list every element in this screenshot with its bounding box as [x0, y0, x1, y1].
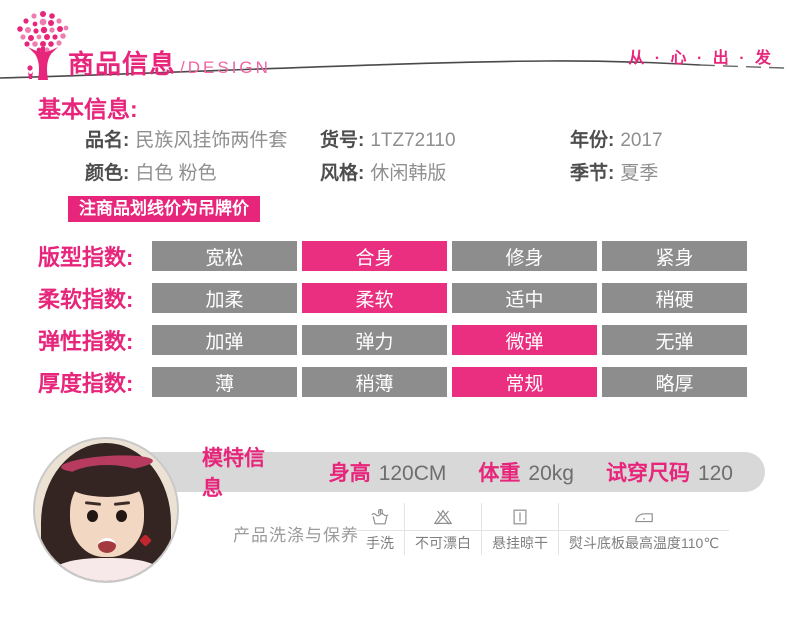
index-option: 薄	[152, 367, 297, 397]
index-option: 修身	[452, 241, 597, 271]
hand-wash-icon	[356, 503, 404, 531]
brand-tree-logo	[17, 11, 69, 80]
index-row-thickness: 厚度指数: 薄 稍薄 常规 略厚	[38, 366, 752, 398]
photo-eye	[116, 510, 127, 522]
index-option-selected: 常规	[452, 367, 597, 397]
field-value: 夏季	[620, 163, 659, 184]
index-row-fit: 版型指数: 宽松 合身 修身 紧身	[38, 240, 752, 272]
stat-label: 试穿尺码	[605, 462, 690, 485]
index-row-label: 弹性指数:	[38, 329, 134, 354]
field-label: 颜色:	[85, 163, 130, 184]
care-label: 手洗	[366, 535, 394, 551]
index-options: 宽松 合身 修身 紧身	[152, 241, 752, 271]
hang-dry-icon	[482, 503, 558, 531]
model-info-heading: 模特信息	[202, 447, 265, 500]
photo-shirt	[53, 558, 161, 581]
field-year: 年份: 2017	[570, 125, 663, 152]
care-item-iron: 熨斗底板最高温度110℃	[558, 503, 730, 555]
index-row-softness: 柔软指数: 加柔 柔软 适中 稍硬	[38, 282, 752, 314]
index-option: 紧身	[602, 241, 747, 271]
index-options: 薄 稍薄 常规 略厚	[152, 367, 752, 397]
index-option: 略厚	[602, 367, 747, 397]
field-value: 休闲韩版	[370, 163, 447, 184]
field-style: 风格: 休闲韩版	[320, 158, 446, 185]
field-season: 季节: 夏季	[570, 158, 658, 185]
index-option: 稍硬	[602, 283, 747, 313]
care-item-no-bleach: 不可漂白	[404, 503, 481, 555]
index-option-selected: 微弹	[452, 325, 597, 355]
field-value: 1TZ72110	[370, 130, 456, 151]
iron-max-110-icon	[559, 503, 730, 531]
index-option: 弹力	[302, 325, 447, 355]
index-row-elasticity: 弹性指数: 加弹 弹力 微弹 无弹	[38, 324, 752, 356]
index-option: 宽松	[152, 241, 297, 271]
index-option-selected: 柔软	[302, 283, 447, 313]
stat-value: 120	[697, 462, 733, 485]
page-title-en: /DESIGN	[180, 58, 271, 77]
page-title: 商品信息 /DESIGN	[68, 44, 271, 81]
stat-label: 身高	[328, 462, 371, 485]
index-option-selected: 合身	[302, 241, 447, 271]
field-product-name: 品名: 民族风挂饰两件套	[85, 125, 287, 152]
field-label: 年份:	[570, 130, 615, 151]
brand-slogan: 从 · 心 · 出 · 发	[628, 50, 774, 67]
field-value: 白色 粉色	[135, 163, 217, 184]
no-bleach-icon	[405, 503, 481, 531]
field-label: 品名:	[85, 130, 130, 151]
field-value: 民族风挂饰两件套	[135, 130, 288, 151]
field-label: 风格:	[320, 163, 365, 184]
field-label: 货号:	[320, 130, 365, 151]
index-options: 加弹 弹力 微弹 无弹	[152, 325, 752, 355]
care-item-hand-wash: 手洗	[356, 503, 404, 555]
index-row-label: 柔软指数:	[38, 287, 134, 312]
model-stat-weight: 体重 20kg	[478, 457, 574, 487]
index-option: 加柔	[152, 283, 297, 313]
index-option: 适中	[452, 283, 597, 313]
photo-bangs	[65, 465, 149, 497]
care-table: 手洗 不可漂白 悬挂晾干	[356, 503, 730, 555]
care-label: 不可漂白	[415, 535, 471, 551]
model-photo	[33, 437, 179, 583]
stat-value: 20kg	[528, 462, 574, 485]
care-item-hang-dry: 悬挂晾干	[481, 503, 558, 555]
field-label: 季节:	[570, 163, 615, 184]
page-title-cn: 商品信息	[68, 49, 177, 79]
photo-mouth	[98, 538, 116, 553]
care-label: 悬挂晾干	[492, 535, 548, 551]
index-row-label: 厚度指数:	[38, 371, 134, 396]
care-label: 熨斗底板最高温度110℃	[569, 535, 720, 551]
basic-info-heading: 基本信息:	[38, 96, 138, 122]
stat-label: 体重	[478, 462, 521, 485]
stat-value: 120CM	[378, 462, 447, 485]
index-option: 加弹	[152, 325, 297, 355]
model-info-bar: 模特信息 身高 120CM 体重 20kg 试穿尺码 120	[110, 447, 765, 500]
field-color: 颜色: 白色 粉色	[85, 158, 217, 185]
index-option: 无弹	[602, 325, 747, 355]
price-note-badge: 注商品划线价为吊牌价	[68, 196, 260, 222]
photo-eye	[87, 510, 98, 522]
model-stat-size: 试穿尺码 120	[606, 457, 733, 487]
field-item-number: 货号: 1TZ72110	[320, 125, 456, 152]
model-stat-height: 身高 120CM	[329, 457, 447, 487]
index-option: 稍薄	[302, 367, 447, 397]
index-row-label: 版型指数:	[38, 245, 134, 270]
care-heading: 产品洗涤与保养	[233, 526, 359, 545]
index-options: 加柔 柔软 适中 稍硬	[152, 283, 752, 313]
field-value: 2017	[620, 130, 663, 151]
